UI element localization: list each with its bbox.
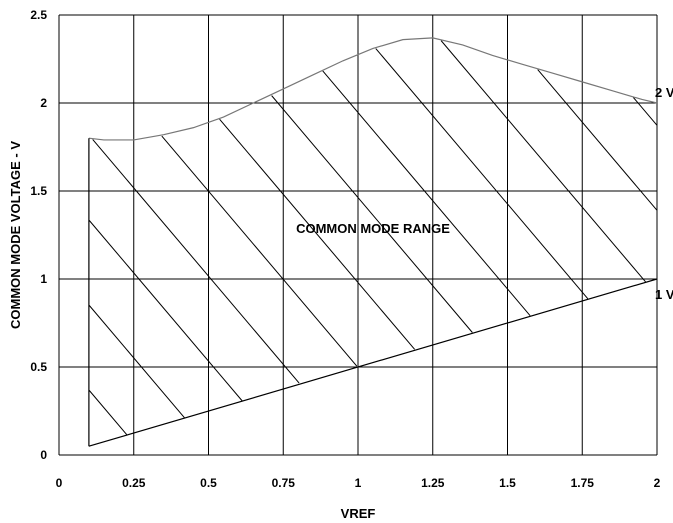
x-tick-label: 1.25 bbox=[421, 476, 445, 490]
upper-boundary-line bbox=[88, 37, 658, 141]
hatch-line bbox=[375, 48, 589, 300]
y-tick-label: 0 bbox=[40, 448, 47, 462]
x-tick-label: 0 bbox=[56, 476, 63, 490]
x-tick-label: 0.5 bbox=[200, 476, 217, 490]
hatch-line bbox=[88, 219, 243, 402]
x-tick-label: 0.25 bbox=[122, 476, 146, 490]
y-tick-label: 0.5 bbox=[30, 360, 47, 374]
hatch-line bbox=[322, 70, 531, 316]
hatch-line bbox=[88, 389, 128, 436]
hatch-line bbox=[440, 40, 647, 283]
x-axis-label: VREF bbox=[341, 506, 376, 521]
series-lines bbox=[88, 37, 658, 447]
hatch-line bbox=[219, 118, 415, 350]
hatch-lines bbox=[88, 40, 658, 436]
x-tick-label: 1 bbox=[355, 476, 362, 490]
y-tick-label: 1 bbox=[40, 272, 47, 286]
y-tick-label: 2 bbox=[40, 96, 47, 110]
y-tick-labels: 0 0.5 1 1.5 2 2.5 bbox=[30, 8, 47, 462]
hatch-line bbox=[632, 97, 658, 126]
grid-lines bbox=[58, 14, 658, 456]
x-tick-labels: 0 0.25 0.5 0.75 1 1.25 1.5 1.75 2 bbox=[56, 476, 661, 490]
y-tick-label: 2.5 bbox=[30, 8, 47, 22]
hatch-line bbox=[537, 69, 658, 211]
x-tick-label: 0.75 bbox=[272, 476, 296, 490]
upper-limit-label: 2 V bbox=[655, 85, 673, 100]
lower-boundary-line bbox=[88, 278, 658, 447]
hatch-line bbox=[92, 139, 300, 384]
x-tick-label: 1.75 bbox=[571, 476, 595, 490]
hatch-line bbox=[88, 304, 185, 419]
x-tick-label: 1.5 bbox=[499, 476, 516, 490]
x-tick-label: 2 bbox=[654, 476, 661, 490]
lower-limit-label: 1 V bbox=[655, 287, 673, 302]
y-tick-label: 1.5 bbox=[30, 184, 47, 198]
hatch-line bbox=[271, 95, 473, 333]
hatch-line bbox=[161, 135, 358, 367]
y-axis-label: COMMON MODE VOLTAGE - V bbox=[8, 141, 23, 329]
region-label: COMMON MODE RANGE bbox=[296, 221, 450, 236]
